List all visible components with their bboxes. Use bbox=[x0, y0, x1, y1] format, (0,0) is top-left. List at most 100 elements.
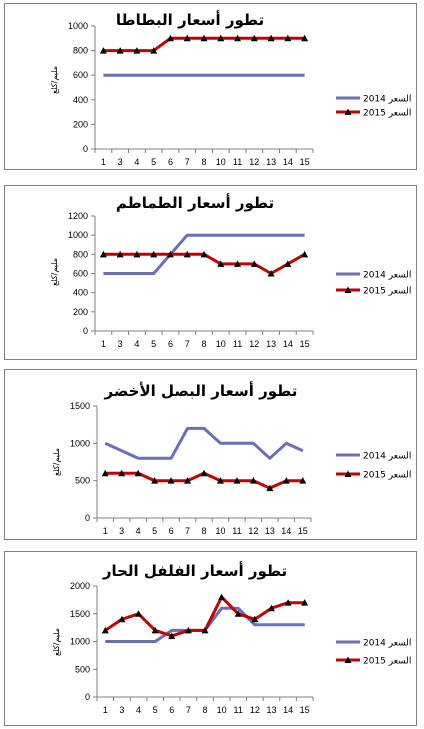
x-tick-label: 7 bbox=[185, 526, 190, 536]
series-point-2 bbox=[282, 477, 290, 484]
legend-label-2: السعر 2015 bbox=[363, 657, 411, 667]
chart-title: تطور أسعار البطاطا bbox=[116, 10, 264, 29]
series-point-2 bbox=[166, 34, 174, 42]
x-tick-label: 6 bbox=[169, 526, 174, 536]
series-point-2 bbox=[267, 34, 275, 42]
series-point-2 bbox=[200, 250, 208, 258]
x-tick-label: 10 bbox=[216, 157, 226, 167]
chart-panel-potato: تطور أسعار البطاطا 0 200 400 600 800 1000 1 3 4 5 6… bbox=[4, 3, 417, 170]
series-point-2 bbox=[101, 626, 109, 634]
series-point-2 bbox=[250, 34, 258, 42]
series-point-2 bbox=[116, 47, 124, 54]
y-tick-label: 2000 bbox=[70, 581, 90, 591]
series-line-1 bbox=[105, 606, 305, 643]
series-point-2 bbox=[200, 469, 208, 477]
series-point-2 bbox=[151, 626, 159, 634]
legend-label-1: السعر 2014 bbox=[363, 452, 411, 462]
series-point-2 bbox=[234, 610, 242, 617]
series-point-2 bbox=[301, 250, 309, 258]
x-tick-label: 12 bbox=[248, 526, 258, 536]
chart-svg-tomato: تطور أسعار الطماطم 0 200 400 600 800 1000 1200 1… bbox=[50, 193, 411, 349]
y-tick-label: 1000 bbox=[70, 438, 90, 448]
series-point-2 bbox=[183, 250, 191, 258]
legend-label-2: السعر 2015 bbox=[363, 287, 411, 297]
x-tick-label: 5 bbox=[153, 705, 158, 715]
x-tick-label: 15 bbox=[298, 526, 308, 536]
y-tick-label: 400 bbox=[73, 288, 88, 298]
x-tick-label: 13 bbox=[266, 705, 276, 715]
series-point-2 bbox=[218, 593, 226, 601]
x-tick-label: 10 bbox=[217, 705, 227, 715]
x-tick-label: 7 bbox=[185, 339, 190, 349]
x-tick-label: 3 bbox=[118, 339, 123, 349]
series-point-2 bbox=[284, 599, 292, 606]
legend-label-1: السعر 2014 bbox=[363, 95, 411, 105]
series-line-1 bbox=[103, 233, 305, 275]
x-tick-label: 3 bbox=[119, 705, 124, 715]
y-tick-label: 1500 bbox=[70, 401, 90, 411]
series-point-2 bbox=[133, 47, 141, 54]
x-tick-label: 8 bbox=[202, 705, 207, 715]
series-point-2 bbox=[267, 270, 275, 277]
x-tick-label: 14 bbox=[283, 705, 293, 715]
series-line-1 bbox=[104, 426, 304, 460]
x-tick-label: 12 bbox=[249, 339, 259, 349]
x-tick-label: 6 bbox=[168, 157, 173, 167]
series-point-2 bbox=[251, 615, 259, 623]
series-point-2 bbox=[116, 250, 124, 258]
x-tick-label: 15 bbox=[300, 157, 310, 167]
y-tick-label: 200 bbox=[73, 307, 88, 317]
y-tick-label: 800 bbox=[73, 46, 88, 56]
series-point-2 bbox=[118, 615, 126, 623]
y-tick-label: 0 bbox=[85, 513, 90, 523]
series-point-2 bbox=[250, 260, 258, 267]
x-tick-label: 6 bbox=[168, 339, 173, 349]
x-tick-label: 7 bbox=[185, 157, 190, 167]
y-axis-label: مليم/كلغ bbox=[52, 448, 61, 476]
series-point-2 bbox=[184, 626, 192, 634]
y-tick-label: 1000 bbox=[70, 637, 90, 647]
x-tick-label: 11 bbox=[233, 339, 242, 349]
y-tick-label: 800 bbox=[73, 249, 88, 259]
series-point-2 bbox=[267, 604, 275, 612]
x-tick-label: 10 bbox=[216, 339, 226, 349]
x-tick-label: 1 bbox=[101, 339, 106, 349]
y-tick-label: 500 bbox=[75, 476, 90, 486]
series-point-2 bbox=[134, 469, 142, 477]
x-tick-label: 13 bbox=[266, 339, 276, 349]
x-tick-label: 11 bbox=[233, 157, 242, 167]
x-tick-label: 7 bbox=[186, 705, 191, 715]
series-point-2 bbox=[184, 477, 192, 484]
y-tick-label: 0 bbox=[83, 144, 88, 154]
series-point-2 bbox=[99, 47, 107, 54]
series-point-2 bbox=[167, 477, 175, 484]
series-point-2 bbox=[234, 260, 242, 267]
series-point-2 bbox=[217, 260, 225, 267]
x-tick-label: 14 bbox=[283, 339, 293, 349]
series-point-2 bbox=[133, 250, 141, 258]
chart-svg-hot-pepper: تطور أسعار الفلفل الحار 0 500 1000 1500 2000 1… bbox=[52, 561, 411, 715]
y-tick-label: 600 bbox=[73, 70, 88, 80]
y-axis-label: مليم/كلغ bbox=[50, 66, 59, 94]
series-point-2 bbox=[183, 34, 191, 42]
x-tick-label: 14 bbox=[281, 526, 291, 536]
chart-panel-hot-pepper: تطور أسعار الفلفل الحار 0 500 1000 1500 2000 1… bbox=[4, 551, 417, 726]
chart-panel-tomato: تطور أسعار الطماطم 0 200 400 600 800 1000 1200 1… bbox=[4, 185, 417, 360]
chart-title: تطور أسعار الفلفل الحار bbox=[102, 561, 287, 580]
series-point-2 bbox=[150, 47, 158, 54]
legend-label-1: السعر 2014 bbox=[363, 639, 411, 649]
series-point-2 bbox=[249, 477, 257, 484]
chart-title: تطور أسعار البصل الأخضر bbox=[104, 381, 298, 400]
series-point-2 bbox=[216, 477, 224, 484]
series-point-2 bbox=[118, 469, 126, 477]
series-point-2 bbox=[168, 632, 176, 639]
y-axis-label: مليم/كلغ bbox=[50, 258, 59, 286]
x-tick-label: 14 bbox=[283, 157, 293, 167]
x-tick-label: 12 bbox=[249, 157, 259, 167]
x-tick-label: 3 bbox=[118, 157, 123, 167]
x-tick-label: 11 bbox=[234, 705, 243, 715]
series-point-2 bbox=[99, 250, 107, 258]
y-tick-label: 1000 bbox=[68, 230, 88, 240]
x-tick-label: 8 bbox=[201, 157, 206, 167]
